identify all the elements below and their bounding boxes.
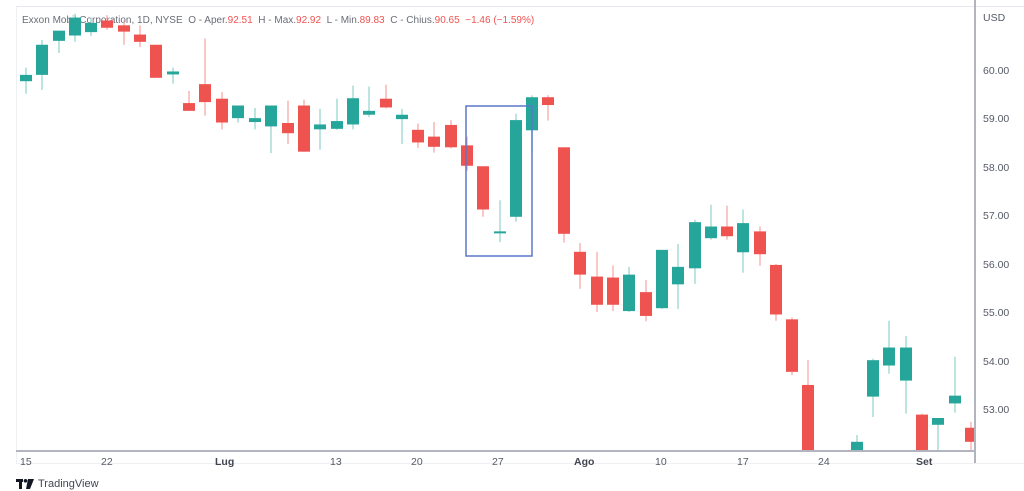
time-tick-label: 17 <box>737 456 749 468</box>
candle-down[interactable] <box>916 413 928 450</box>
change-value: −1.46 (−1.59%) <box>465 15 535 26</box>
candle-down[interactable] <box>150 44 162 78</box>
candle-up[interactable] <box>396 108 408 144</box>
candle-up[interactable] <box>623 266 635 313</box>
price-tick-label: 55.00 <box>983 307 1010 319</box>
candle-down[interactable] <box>118 20 130 45</box>
open-value: 92.51 <box>227 15 253 26</box>
candle-up[interactable] <box>232 105 244 123</box>
close-value: 90.65 <box>434 15 460 26</box>
candle-up[interactable] <box>883 320 895 374</box>
tradingview-logo[interactable]: TradingView <box>16 478 99 490</box>
candle-down[interactable] <box>445 120 457 149</box>
price-tick-label: 58.00 <box>983 162 1010 174</box>
price-tick-label: 56.00 <box>983 259 1010 271</box>
time-tick-label: 27 <box>492 456 504 468</box>
candle-up[interactable] <box>932 418 944 450</box>
candle-down[interactable] <box>770 263 782 321</box>
candle-down[interactable] <box>965 421 974 450</box>
candle-up[interactable] <box>867 358 879 418</box>
candle-up[interactable] <box>53 30 65 54</box>
candle-up[interactable] <box>347 85 359 130</box>
candle-down[interactable] <box>134 25 146 48</box>
candle-up[interactable] <box>900 335 912 414</box>
price-tick-label: 60.00 <box>983 65 1010 77</box>
candle-up[interactable] <box>851 435 863 450</box>
candle-down[interactable] <box>461 136 473 171</box>
candle-down[interactable] <box>591 251 603 313</box>
open-label: O - Aper. <box>188 15 228 26</box>
candle-down[interactable] <box>282 100 294 144</box>
price-tick-label: 59.00 <box>983 113 1010 125</box>
candle-down[interactable] <box>640 279 652 322</box>
time-tick-label: Ago <box>574 456 595 468</box>
candle-down[interactable] <box>721 205 733 240</box>
candlestick-plot[interactable] <box>0 0 974 451</box>
candle-down[interactable] <box>428 122 440 153</box>
price-tick-label: 53.00 <box>983 404 1010 416</box>
currency-label: USD <box>983 12 1006 24</box>
low-label: L - Min. <box>326 15 360 26</box>
time-tick-label: Set <box>916 456 933 468</box>
price-axis-line <box>974 0 976 463</box>
candle-down[interactable] <box>298 99 310 152</box>
price-tick-label: 54.00 <box>983 356 1010 368</box>
candle-up[interactable] <box>167 67 179 84</box>
candle-up[interactable] <box>314 108 326 150</box>
time-tick-label: 24 <box>818 456 830 468</box>
candle-down[interactable] <box>216 91 228 130</box>
time-tick-label: 15 <box>20 456 32 468</box>
candle-up[interactable] <box>249 107 261 130</box>
candle-up[interactable] <box>363 86 375 118</box>
candle-down[interactable] <box>558 147 570 243</box>
time-axis-line <box>16 450 974 452</box>
time-tick-label: 13 <box>330 456 342 468</box>
candle-up[interactable] <box>69 13 81 42</box>
candle-down[interactable] <box>574 243 586 289</box>
candle-down[interactable] <box>477 166 489 217</box>
candle-up[interactable] <box>510 113 522 222</box>
price-tick-label: 57.00 <box>983 210 1010 222</box>
high-value: 92.92 <box>296 15 322 26</box>
time-axis-bottom-border <box>16 463 1024 464</box>
candle-down[interactable] <box>412 123 424 148</box>
branding-text: TradingView <box>38 478 99 490</box>
time-tick-label: 20 <box>411 456 423 468</box>
candle-up[interactable] <box>36 39 48 90</box>
candle-up[interactable] <box>331 98 343 130</box>
candle-down[interactable] <box>199 38 211 116</box>
candle-up[interactable] <box>494 200 506 243</box>
time-tick-label: 10 <box>655 456 667 468</box>
candle-down[interactable] <box>786 317 798 376</box>
high-label: H - Max. <box>258 15 297 26</box>
candle-down[interactable] <box>754 226 766 266</box>
chart-frame <box>16 6 1024 464</box>
candle-up[interactable] <box>85 17 97 37</box>
candle-up[interactable] <box>705 204 717 240</box>
candle-down[interactable] <box>380 84 392 109</box>
candle-down[interactable] <box>183 90 195 111</box>
time-tick-label: 22 <box>101 456 113 468</box>
low-value: 89.83 <box>359 15 385 26</box>
candle-up[interactable] <box>737 209 749 273</box>
candle-down[interactable] <box>802 360 814 450</box>
candle-down[interactable] <box>542 95 554 121</box>
candle-down[interactable] <box>101 15 113 30</box>
close-label: C - Chius. <box>390 15 435 26</box>
candle-down[interactable] <box>607 265 619 312</box>
candle-up[interactable] <box>656 249 668 310</box>
tradingview-logo-icon <box>16 479 34 489</box>
time-tick-label: Lug <box>215 456 235 468</box>
highlight-rectangle[interactable] <box>465 105 533 257</box>
candle-up[interactable] <box>949 356 961 413</box>
candle-up[interactable] <box>20 67 32 94</box>
candle-up[interactable] <box>689 219 701 284</box>
candle-up[interactable] <box>672 244 684 310</box>
candle-up[interactable] <box>265 105 277 154</box>
